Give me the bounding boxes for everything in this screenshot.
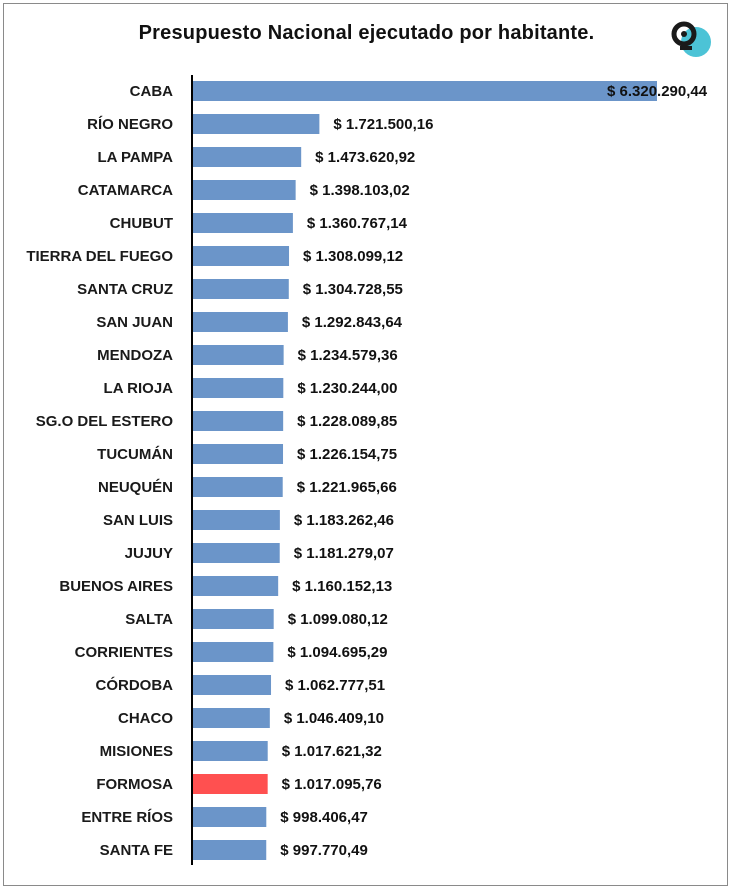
value-label: $ 1.181.279,07 [294,545,394,562]
bar-19 [193,708,270,728]
category-label: CHACO [118,710,173,727]
value-label: $ 1.226.154,75 [297,446,397,463]
bar-22 [193,807,267,827]
category-label: JUJUY [125,545,173,562]
value-label: $ 1.304.728,55 [303,281,403,298]
category-label: MENDOZA [97,347,173,364]
logo-ring-dark [671,21,697,47]
value-label: $ 1.721.500,16 [333,116,433,133]
category-label: CORRIENTES [75,644,173,661]
category-label: SALTA [125,611,173,628]
value-label: $ 1.308.099,12 [303,248,403,265]
value-label: $ 1.183.262,46 [294,512,394,529]
category-label: SG.O DEL ESTERO [36,413,174,430]
category-label: ENTRE RÍOS [81,809,173,826]
bar-4 [193,213,293,233]
logo-dot [681,31,687,37]
category-label: NEUQUÉN [98,479,173,496]
category-label: MISIONES [100,743,173,760]
brand-logo-icon [666,16,718,64]
category-label: TIERRA DEL FUEGO [26,248,173,265]
value-label: $ 1.017.621,32 [282,743,382,760]
bar-6 [193,279,289,299]
value-label: $ 1.360.767,14 [307,215,408,232]
bar-9 [193,378,284,398]
bar-16 [193,609,274,629]
category-label: FORMOSA [96,776,173,793]
category-label: RÍO NEGRO [87,116,173,133]
value-label: $ 1.160.152,13 [292,578,392,595]
bar-5 [193,246,290,266]
value-label: $ 998.406,47 [280,809,368,826]
category-label: CHUBUT [110,215,173,232]
bar-23 [193,840,267,860]
category-label: CATAMARCA [78,182,173,199]
chart-frame [3,3,728,886]
value-label: $ 1.062.777,51 [285,677,385,694]
bar-14 [193,543,280,563]
category-label: BUENOS AIRES [59,578,173,595]
logo-bar [680,46,692,50]
value-label: $ 997.770,49 [280,842,368,859]
bar-13 [193,510,280,530]
value-label: $ 1.230.244,00 [297,380,397,397]
value-label: $ 1.473.620,92 [315,149,415,166]
category-label: TUCUMÁN [97,446,173,463]
category-label: SANTA FE [100,842,173,859]
value-label: $ 1.234.579,36 [298,347,398,364]
value-label: $ 1.221.965,66 [297,479,397,496]
category-label: SAN JUAN [96,314,173,331]
bar-3 [193,180,296,200]
bar-0 [193,81,657,101]
category-label: SANTA CRUZ [77,281,173,298]
bar-21 [193,774,268,794]
category-label: CÓRDOBA [96,676,174,694]
bar-18 [193,675,272,695]
bar-15 [193,576,279,596]
category-label: SAN LUIS [103,512,173,529]
value-label: $ 1.017.095,76 [282,776,382,793]
bar-11 [193,444,284,464]
chart-title: Presupuesto Nacional ejecutado por habit… [138,22,595,44]
value-label: $ 1.228.089,85 [297,413,397,430]
bar-10 [193,411,284,431]
category-label: LA PAMPA [97,149,173,166]
value-label: $ 1.292.843,64 [302,314,403,331]
bar-2 [193,147,302,167]
bar-12 [193,477,283,497]
bar-20 [193,741,268,761]
value-label: $ 6.320.290,44 [607,83,708,100]
bar-1 [193,114,320,134]
value-label: $ 1.094.695,29 [287,644,387,661]
category-label: CABA [130,83,173,100]
bar-17 [193,642,274,662]
bar-8 [193,345,284,365]
category-label: LA RIOJA [104,380,174,397]
bar-7 [193,312,288,332]
value-label: $ 1.046.409,10 [284,710,384,727]
value-label: $ 1.099.080,12 [288,611,388,628]
value-label: $ 1.398.103,02 [310,182,410,199]
